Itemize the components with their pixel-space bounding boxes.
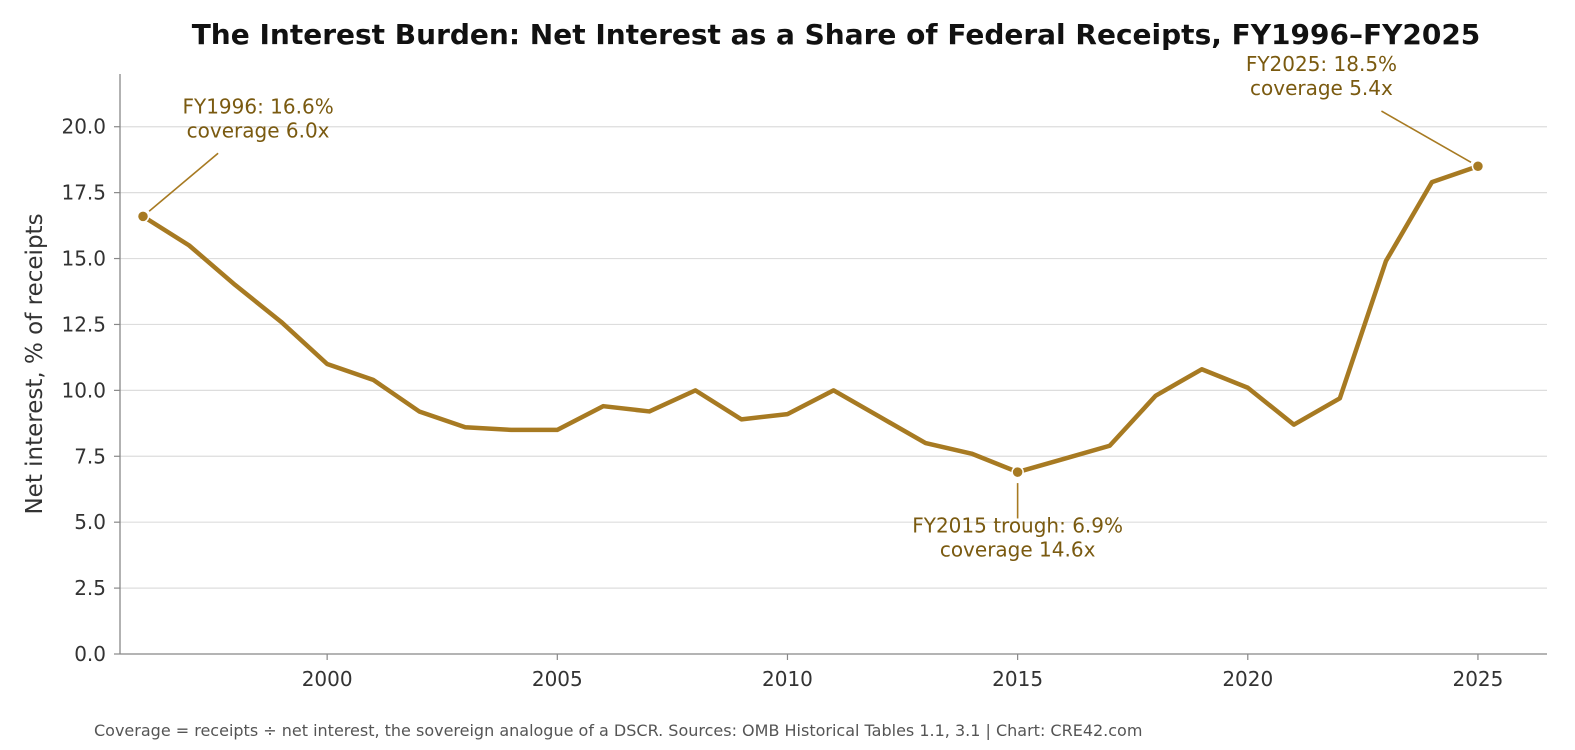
x-tick-label-3: 2015 bbox=[992, 667, 1043, 691]
x-tick-label-5: 2025 bbox=[1452, 667, 1503, 691]
y-tick-label-1: 2.5 bbox=[74, 576, 106, 600]
x-axis-ticks: 2000 2005 2010 2015 2020 2025 bbox=[302, 654, 1503, 691]
x-tick-label-4: 2020 bbox=[1222, 667, 1273, 691]
y-axis-ticks: 0.0 2.5 5.0 7.5 10.0 12.5 15.0 17.5 20.0 bbox=[61, 115, 120, 666]
footer-note: Coverage = receipts ÷ net interest, the … bbox=[94, 721, 1142, 740]
x-tick-label-0: 2000 bbox=[302, 667, 353, 691]
y-tick-label-8: 20.0 bbox=[61, 115, 106, 139]
annotation-leader-0 bbox=[148, 152, 219, 212]
annotation-label-1-line1: FY2015 trough: 6.9% bbox=[912, 513, 1123, 537]
y-tick-label-5: 12.5 bbox=[61, 312, 106, 336]
y-tick-label-3: 7.5 bbox=[74, 444, 106, 468]
annotation-point-1 bbox=[1011, 465, 1024, 479]
annotation-label-0-line2: coverage 6.0x bbox=[187, 118, 330, 142]
annotation-point-2 bbox=[1471, 160, 1485, 173]
y-tick-label-0: 0.0 bbox=[74, 642, 106, 666]
y-tick-label-4: 10.0 bbox=[61, 378, 106, 402]
annotation-label-2-line2: coverage 5.4x bbox=[1250, 76, 1393, 100]
y-axis-label: Net interest, % of receipts bbox=[22, 213, 48, 514]
annotation-point-0 bbox=[136, 210, 150, 223]
axes bbox=[119, 74, 1547, 655]
annotation-label-0-line1: FY1996: 16.6% bbox=[182, 94, 333, 118]
series-points-0 bbox=[141, 164, 1481, 475]
gridlines bbox=[120, 126, 1547, 589]
chart-title: The Interest Burden: Net Interest as a S… bbox=[192, 18, 1481, 51]
y-tick-label-2: 5.0 bbox=[74, 510, 106, 534]
series-layer bbox=[140, 164, 1481, 475]
y-tick-label-7: 17.5 bbox=[61, 181, 106, 205]
annotation-label-2-line1: FY2025: 18.5% bbox=[1246, 52, 1397, 76]
x-tick-label-2: 2010 bbox=[762, 667, 813, 691]
y-tick-label-6: 15.0 bbox=[61, 247, 106, 271]
x-tick-label-1: 2005 bbox=[532, 667, 583, 691]
annotation-label-1-line2: coverage 14.6x bbox=[940, 537, 1096, 561]
annotations: FY1996: 16.6%coverage 6.0x FY2015 trough:… bbox=[136, 52, 1485, 561]
series-line-0 bbox=[140, 164, 1481, 475]
annotation-leader-2 bbox=[1381, 110, 1472, 163]
